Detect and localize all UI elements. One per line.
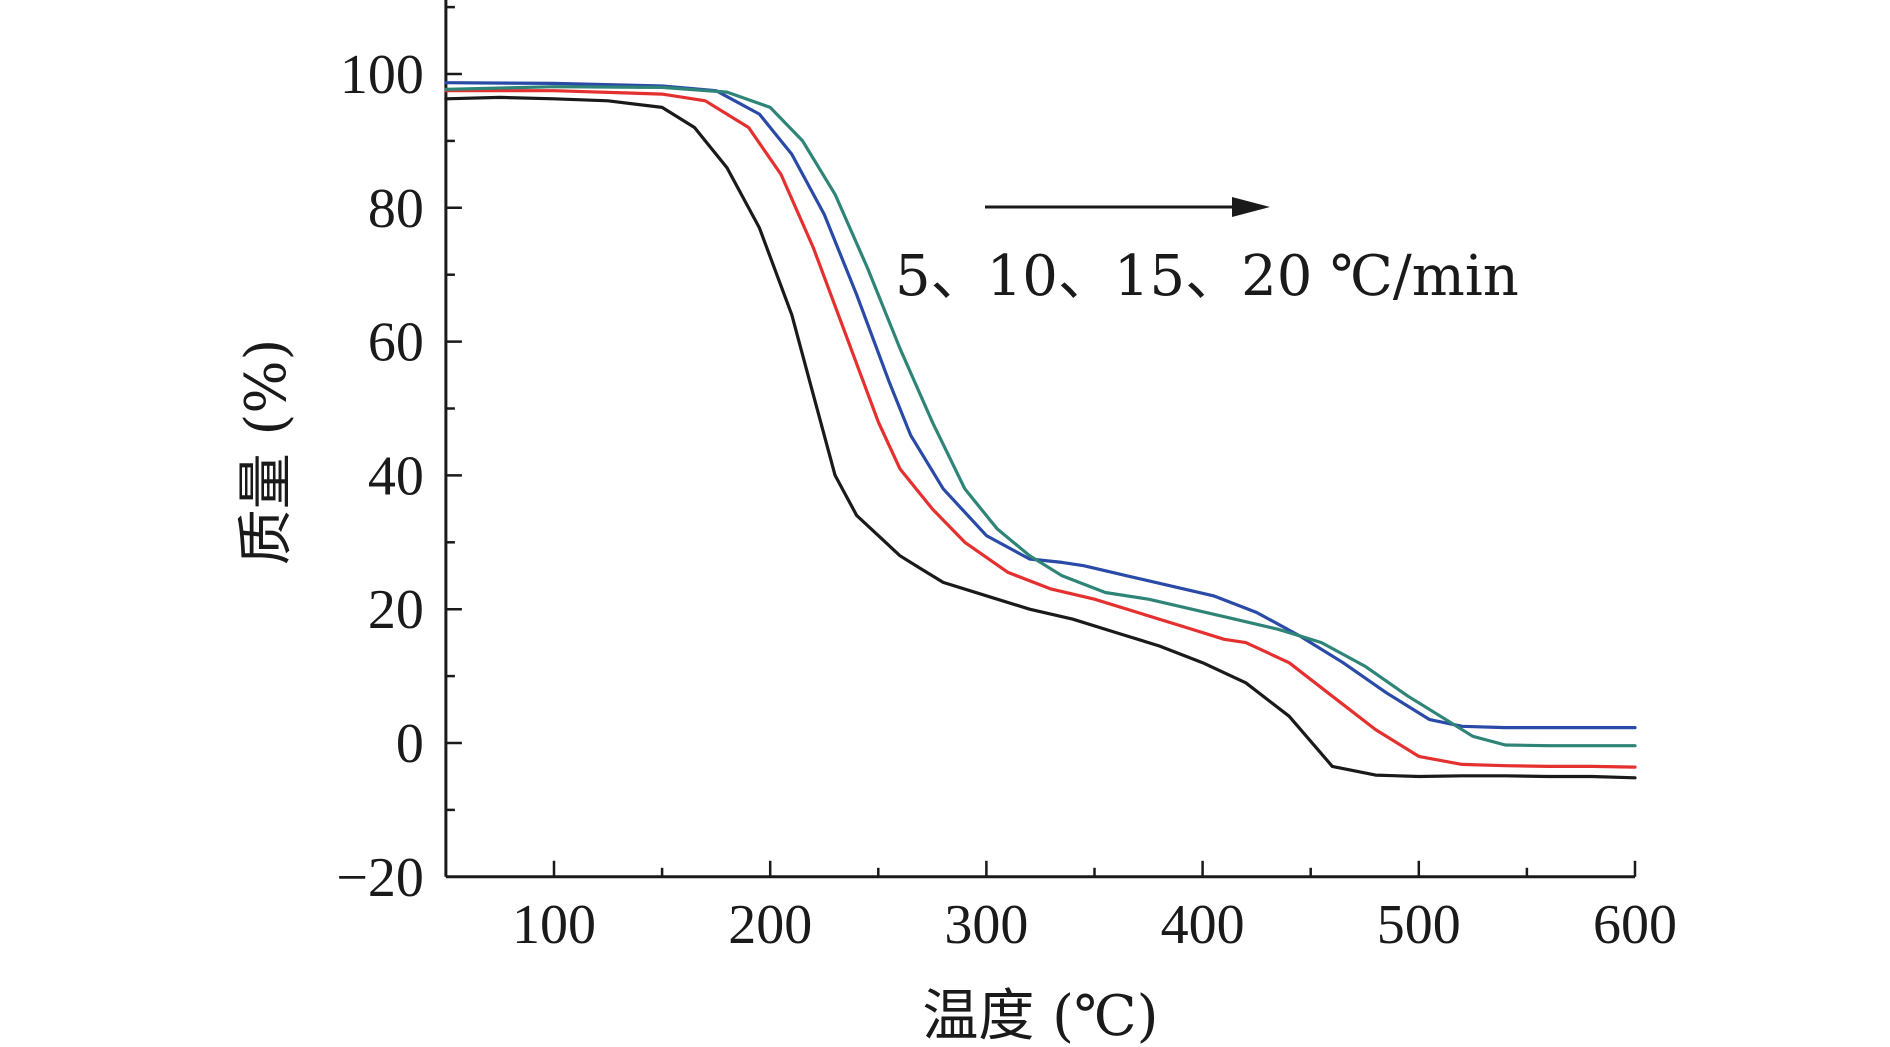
y-tick-label: 100 <box>340 44 424 106</box>
x-tick-label: 500 <box>1377 894 1461 956</box>
x-tick-label: 200 <box>728 894 812 956</box>
y-tick-label: 40 <box>368 445 424 507</box>
series-line-2 <box>444 89 1637 769</box>
x-axis-title: 温度 (℃) <box>922 984 1158 1047</box>
axes <box>444 0 1635 879</box>
y-tick-label: 20 <box>368 579 424 641</box>
y-tick-label: 0 <box>396 713 424 775</box>
series-line-4 <box>444 85 1637 748</box>
x-tick-label: 600 <box>1593 894 1677 956</box>
arrow-head-icon <box>1232 197 1270 217</box>
x-tick-label: 100 <box>512 894 596 956</box>
y-tick-label: 80 <box>368 178 424 240</box>
annotation-group: 5、10、15、20 ℃/min <box>895 197 1519 309</box>
series-line-1 <box>444 95 1637 780</box>
y-tick-label: 60 <box>368 312 424 374</box>
series-group <box>444 81 1637 780</box>
x-tick-label: 300 <box>944 894 1028 956</box>
heating-rate-annotation: 5、10、15、20 ℃/min <box>895 244 1519 309</box>
y-tick-label: −20 <box>336 847 424 909</box>
ticks: 100 200 300 400 500 600 −20 0 20 40 60 80 100 <box>336 5 1677 956</box>
x-tick-label: 400 <box>1161 894 1245 956</box>
y-axis-title: 质量 (%) <box>234 339 299 566</box>
series-line-3 <box>444 81 1637 730</box>
